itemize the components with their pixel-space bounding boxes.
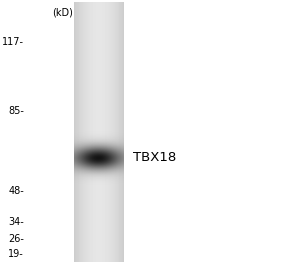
Text: TBX18: TBX18 [133,152,176,164]
Text: (kD): (kD) [52,8,73,18]
